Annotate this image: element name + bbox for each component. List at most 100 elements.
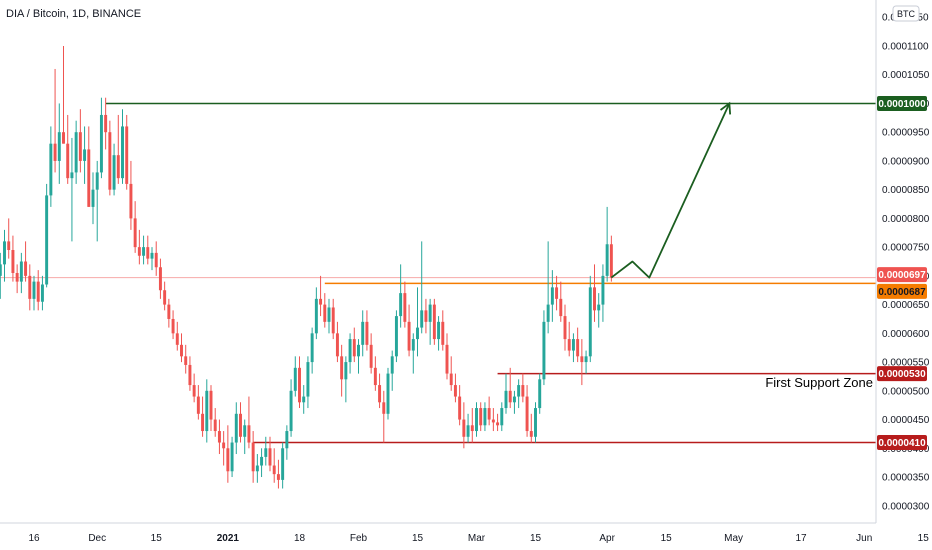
candle (512, 390, 516, 414)
candle (344, 356, 348, 403)
candle (15, 264, 19, 294)
candle (247, 396, 251, 449)
currency-button[interactable]: BTC (892, 5, 920, 22)
candle (104, 97, 108, 150)
candle (441, 310, 445, 351)
candle (57, 103, 61, 184)
y-tick-label: 0.0001100 (882, 41, 929, 52)
candle (411, 333, 415, 374)
svg-text:0.0000687: 0.0000687 (878, 287, 926, 298)
candle (567, 321, 571, 357)
candle (597, 293, 601, 328)
x-tick-label: 17 (795, 533, 807, 544)
candle (239, 402, 242, 443)
candle (420, 241, 424, 334)
candle (251, 431, 255, 483)
candle (479, 402, 483, 432)
candle (45, 183, 49, 288)
candle (289, 379, 293, 437)
candle (184, 344, 188, 374)
candle (416, 287, 419, 357)
candle (222, 431, 226, 466)
candle (226, 425, 230, 483)
candle (171, 310, 175, 340)
candle (293, 356, 297, 397)
candle (576, 327, 580, 363)
candles (0, 45, 613, 489)
x-tick-label: 15 (530, 533, 542, 544)
candle (390, 350, 394, 391)
candle (403, 281, 407, 328)
candle (559, 281, 563, 322)
arrow-head (719, 101, 732, 115)
price-tag-target: 0.0001000 (877, 95, 927, 111)
candle (475, 402, 478, 437)
candle (40, 275, 44, 311)
candle (335, 321, 339, 363)
candle (331, 298, 335, 340)
candle (500, 402, 504, 432)
chart-title: DIA / Bitcoin, 1D, BINANCE (6, 8, 141, 20)
candle (504, 373, 508, 414)
price-tag-support: 0.0000410 (877, 435, 927, 451)
candle (323, 293, 327, 328)
candle (306, 356, 310, 409)
candle (116, 114, 120, 184)
candle (121, 109, 124, 184)
candle (298, 356, 301, 409)
candle (129, 160, 133, 230)
candle (205, 379, 209, 443)
candle (462, 402, 466, 449)
y-tick-label: 0.0000500 (882, 386, 930, 397)
candle (588, 275, 592, 363)
candle (243, 419, 247, 455)
time-axis[interactable]: 16 Dec 15 2021 18 Feb 15 Mar 15 Apr 15 May 17 Jun 15 (0, 522, 929, 544)
candle (188, 356, 192, 391)
candle (11, 235, 15, 282)
y-tick-label: 0.0000600 (882, 329, 930, 340)
candle (154, 241, 158, 276)
y-tick-label: 0.0000950 (882, 128, 930, 139)
y-tick-label: 0.0000750 (882, 243, 930, 254)
candle (407, 304, 411, 357)
x-tick-label: Mar (468, 533, 486, 544)
candle (19, 252, 23, 294)
candle (529, 413, 533, 443)
candle (150, 247, 154, 271)
candle (70, 137, 74, 242)
candle (453, 373, 457, 403)
candle (432, 298, 436, 345)
candle (352, 327, 356, 363)
x-tick-label: May (724, 533, 743, 544)
y-tick-label: 0.0000650 (882, 300, 930, 311)
y-tick-label: 0.0000850 (882, 185, 930, 196)
candle (146, 235, 150, 265)
candle (175, 321, 179, 351)
candle (555, 275, 559, 311)
x-tick-label: 18 (294, 533, 306, 544)
candle (428, 298, 432, 345)
candle (609, 235, 613, 282)
candle (3, 229, 6, 282)
candle (580, 339, 584, 386)
candle (78, 109, 82, 173)
x-tick-label: Apr (599, 533, 615, 544)
projection-path (610, 103, 731, 279)
y-tick-label: 0.0000800 (882, 214, 930, 225)
svg-text:BTC: BTC (897, 9, 916, 19)
candle (542, 310, 546, 386)
x-tick-label: 16 (28, 533, 40, 544)
candle (53, 68, 57, 173)
svg-text:0.0000410: 0.0000410 (878, 438, 926, 449)
first-support-zone-label: First Support Zone (765, 375, 873, 390)
candle (525, 385, 529, 437)
candle (563, 304, 567, 351)
candle (276, 459, 280, 489)
candle (112, 143, 116, 196)
svg-text:0.0000530: 0.0000530 (878, 369, 926, 380)
candle (373, 356, 377, 391)
candle (550, 270, 554, 322)
candle (546, 241, 550, 334)
candle (83, 126, 87, 184)
svg-text:0.0001000: 0.0001000 (878, 99, 926, 110)
